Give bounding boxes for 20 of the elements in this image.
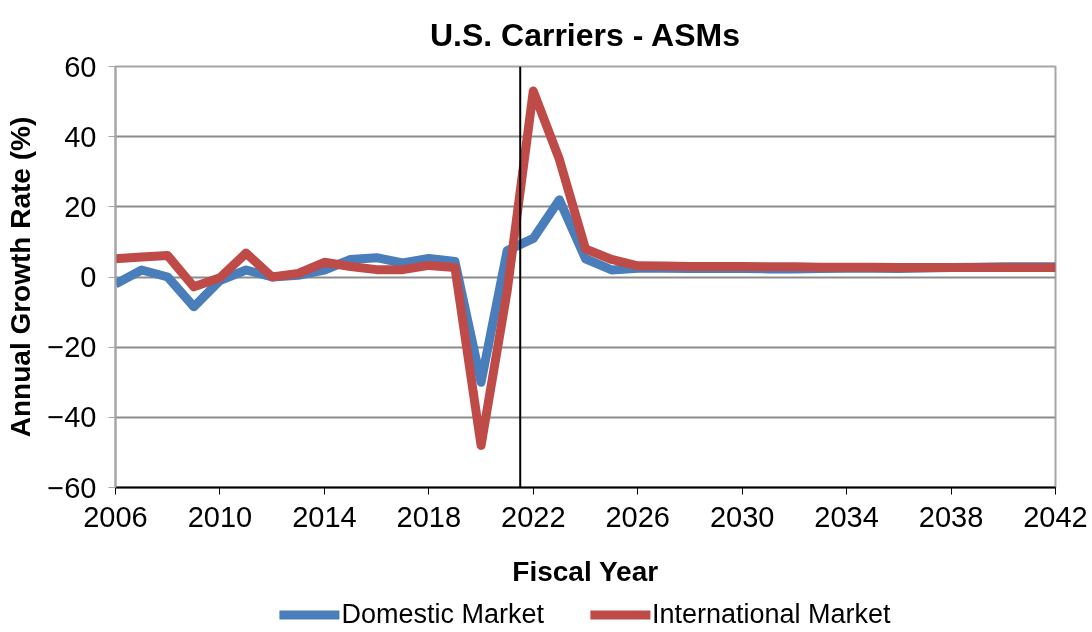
y-tick-label: −20 xyxy=(47,331,97,364)
chart-title: U.S. Carriers - ASMs xyxy=(429,16,740,53)
y-tick-label: 40 xyxy=(64,120,97,153)
y-axis-title: Annual Growth Rate (%) xyxy=(5,116,37,438)
x-tick-label: 2038 xyxy=(918,500,984,533)
y-tick-label: 60 xyxy=(64,50,97,83)
x-tick-label: 2034 xyxy=(814,500,879,533)
y-tick-label: 0 xyxy=(80,261,97,293)
x-tick-label: 2010 xyxy=(187,500,253,533)
y-tick-label: 20 xyxy=(64,190,97,223)
x-tick-label: 2018 xyxy=(396,500,462,533)
x-tick-label: 2022 xyxy=(501,500,566,533)
x-tick-label: 2026 xyxy=(605,500,670,533)
y-tick-label: −40 xyxy=(47,401,97,434)
legend-label: Domestic Market xyxy=(341,598,544,630)
x-tick-label: 2014 xyxy=(292,500,357,533)
x-tick-label: 2042 xyxy=(1023,500,1088,533)
x-tick-label: 2030 xyxy=(709,500,775,533)
legend-label: International Market xyxy=(651,598,891,630)
x-axis-title: Fiscal Year xyxy=(512,555,659,587)
